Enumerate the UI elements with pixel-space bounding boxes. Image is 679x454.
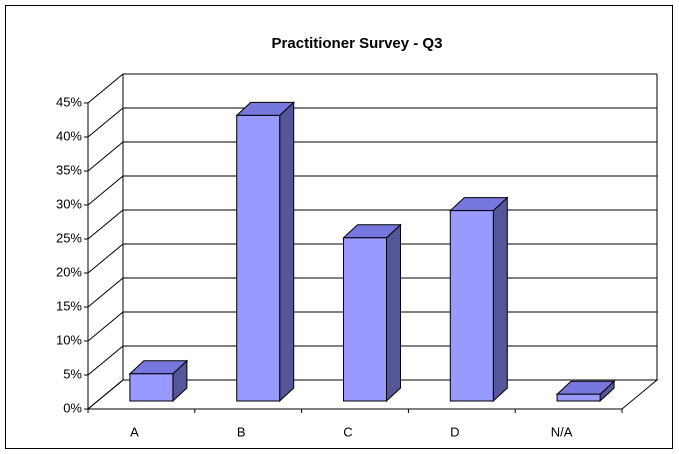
y-tick-label: 40% bbox=[56, 128, 82, 143]
y-tick-label: 45% bbox=[56, 94, 82, 109]
side-grid-line bbox=[87, 243, 124, 274]
bar bbox=[449, 210, 494, 402]
x-tick-label: C bbox=[343, 424, 352, 439]
y-tick-label: 0% bbox=[63, 400, 82, 415]
bar-side bbox=[492, 196, 508, 403]
y-tick-label: 15% bbox=[56, 298, 82, 313]
side-grid-line bbox=[87, 277, 124, 308]
y-tick-label: 20% bbox=[56, 264, 82, 279]
side-grid-line bbox=[87, 141, 124, 172]
side-grid-line bbox=[87, 175, 124, 206]
y-tick-label: 10% bbox=[56, 332, 82, 347]
bar bbox=[236, 114, 281, 402]
chart-title: Practitioner Survey - Q3 bbox=[272, 35, 443, 52]
bar bbox=[129, 373, 174, 402]
side-grid-line bbox=[87, 209, 124, 240]
bar bbox=[343, 237, 387, 402]
y-tick-label: 30% bbox=[56, 196, 82, 211]
x-tick-label: B bbox=[237, 424, 246, 439]
bar-side bbox=[386, 223, 401, 403]
side-grid-line bbox=[87, 345, 124, 376]
x-tick-label: D bbox=[450, 424, 459, 439]
y-tick-label: 35% bbox=[56, 162, 82, 177]
y-tick-label: 5% bbox=[63, 366, 82, 381]
bar bbox=[556, 393, 601, 402]
side-grid-line bbox=[87, 73, 124, 104]
side-grid-line bbox=[87, 311, 124, 342]
y-tick-label: 25% bbox=[56, 230, 82, 245]
bar-side bbox=[279, 101, 295, 403]
side-grid-line bbox=[87, 107, 124, 138]
side-grid-line bbox=[87, 379, 124, 410]
x-tick-label: A bbox=[130, 424, 139, 439]
x-tick-label: N/A bbox=[551, 424, 573, 439]
